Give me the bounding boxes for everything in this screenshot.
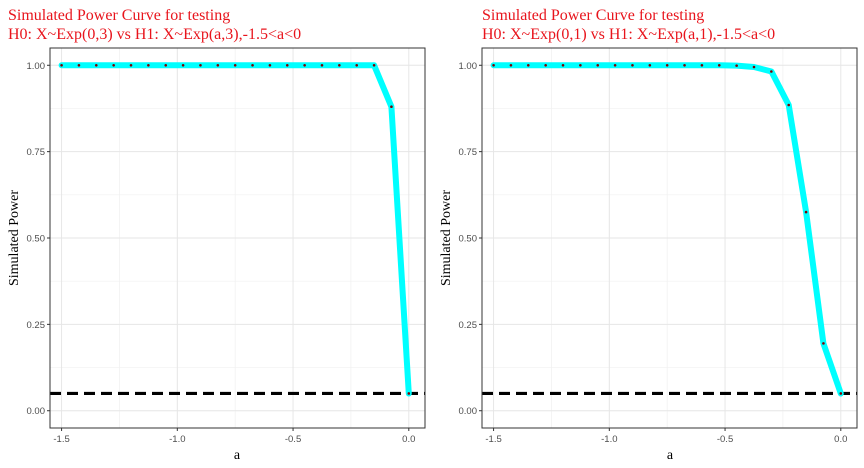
- chart-title-line-1: Simulated Power Curve for testing: [8, 7, 230, 24]
- x-tick-label: -1.0: [169, 434, 185, 445]
- y-tick-label: 1.00: [27, 61, 46, 72]
- panel-right: Simulated Power Curve for testing H0: X~…: [439, 7, 858, 463]
- power-curve-point: [285, 63, 289, 67]
- power-curve-point: [268, 63, 272, 67]
- power-curve-point: [613, 63, 617, 67]
- power-curve-point: [77, 63, 81, 67]
- x-tick-label: 0.0: [402, 434, 415, 445]
- y-tick-label: 0.25: [27, 320, 46, 331]
- y-tick-label: 0.00: [459, 406, 478, 417]
- power-curve-point: [804, 210, 808, 214]
- power-curve-point: [665, 63, 669, 67]
- power-curve-point: [526, 63, 530, 67]
- power-curve-point: [181, 63, 185, 67]
- power-curve-point: [752, 65, 756, 69]
- y-tick-label: 0.25: [459, 320, 478, 331]
- x-axis-label: a: [234, 448, 241, 463]
- power-curve-point: [112, 63, 115, 67]
- x-tick-label: 0.0: [834, 434, 847, 445]
- power-curve-point: [303, 63, 306, 67]
- power-curve-point: [735, 64, 738, 67]
- power-curve-point: [822, 342, 825, 345]
- panel-left: Simulated Power Curve for testing H0: X~…: [7, 7, 426, 463]
- y-tick-label: 0.50: [459, 234, 478, 245]
- y-tick-label: 0.75: [459, 147, 478, 158]
- power-curve-point: [164, 63, 168, 67]
- x-tick-label: -0.5: [285, 434, 301, 445]
- power-curve-point: [700, 63, 704, 67]
- power-curve-point: [717, 63, 721, 67]
- power-curve-point: [147, 63, 150, 67]
- power-curve-point: [372, 63, 376, 67]
- power-curve-point: [407, 392, 411, 395]
- x-tick-label: -1.0: [601, 434, 617, 445]
- x-tick-label: -0.5: [717, 434, 733, 445]
- y-tick-label: 0.00: [27, 406, 46, 417]
- y-tick-label: 1.00: [459, 61, 478, 72]
- power-curve-point: [787, 103, 791, 107]
- power-curve-point: [596, 63, 600, 67]
- power-curve-point: [320, 63, 324, 67]
- power-curve-point: [631, 63, 634, 67]
- power-curve-point: [251, 63, 254, 67]
- power-curve-point: [561, 63, 565, 67]
- plot-border: [49, 47, 426, 429]
- power-curve-point: [355, 63, 359, 67]
- power-curve-point: [683, 63, 686, 67]
- x-tick-label: -1.5: [485, 434, 501, 445]
- chart-title-line-2: H0: X~Exp(0,1) vs H1: X~Exp(a,1),-1.5<a<…: [482, 26, 775, 43]
- power-curve-point: [94, 63, 98, 67]
- power-curve-point: [492, 63, 495, 67]
- power-curve-point: [199, 63, 202, 67]
- power-curve-point: [770, 70, 773, 73]
- y-tick-label: 0.50: [27, 234, 46, 245]
- x-tick-label: -1.5: [53, 434, 69, 445]
- power-curve-point: [579, 63, 582, 67]
- y-axis-label: Simulated Power: [7, 190, 22, 286]
- x-axis-label: a: [667, 448, 674, 463]
- power-curve-point: [338, 63, 341, 67]
- power-curve-point: [509, 63, 513, 67]
- power-curve-point: [839, 392, 843, 395]
- power-curve-point: [648, 63, 652, 67]
- power-curve-point: [216, 63, 220, 67]
- power-curve-point: [60, 63, 63, 67]
- power-curve-point: [129, 63, 133, 67]
- y-axis-label: Simulated Power: [439, 190, 454, 286]
- chart-title-line-2: H0: X~Exp(0,3) vs H1: X~Exp(a,3),-1.5<a<…: [8, 26, 301, 43]
- power-curve-point: [390, 105, 393, 109]
- power-curve-point: [544, 63, 547, 67]
- chart-title-line-1: Simulated Power Curve for testing: [482, 7, 704, 24]
- y-tick-label: 0.75: [27, 147, 46, 158]
- plot-border: [481, 47, 858, 429]
- power-curve-point: [233, 63, 237, 67]
